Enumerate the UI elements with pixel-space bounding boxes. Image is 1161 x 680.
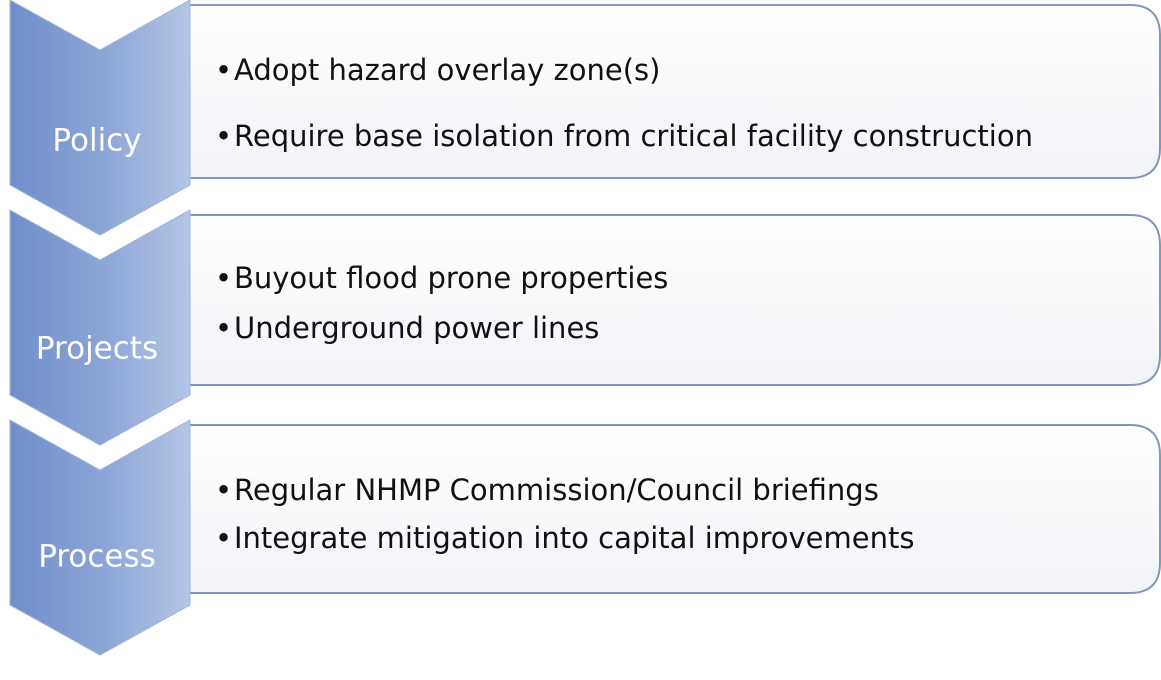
bullet-dot: •	[215, 119, 232, 153]
stage-label: Process	[38, 539, 156, 575]
chevron	[9, 0, 191, 236]
stage-label: Policy	[52, 123, 141, 159]
bullet-text: Buyout flood prone properties	[234, 261, 668, 295]
bullet-text: Adopt hazard overlay zone(s)	[234, 53, 660, 87]
stage-box	[187, 214, 1161, 386]
bullet-dot: •	[215, 311, 232, 345]
bullet-text: Regular NHMP Commission/Council briefing…	[234, 473, 879, 507]
stage-box	[187, 4, 1161, 179]
bullet-dot: •	[215, 53, 232, 87]
bullet-dot: •	[215, 473, 232, 507]
stage-label: Projects	[36, 331, 158, 367]
stage-box	[187, 424, 1161, 594]
chevron	[9, 209, 191, 446]
bullet-text: Integrate mitigation into capital improv…	[234, 521, 914, 555]
bullet-text: Underground power lines	[234, 311, 599, 345]
bullet-dot: •	[215, 521, 232, 555]
chevron	[9, 419, 191, 656]
bullet-text: Require base isolation from critical fac…	[234, 119, 1033, 153]
bullet-dot: •	[215, 261, 232, 295]
